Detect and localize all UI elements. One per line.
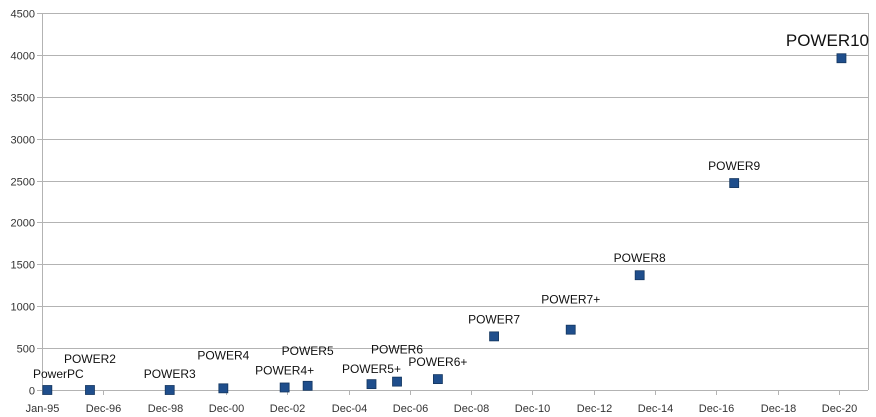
data-marker <box>85 385 95 395</box>
data-label: POWER5+ <box>342 362 401 376</box>
axes <box>37 13 869 395</box>
y-tick-label: 1500 <box>11 260 35 272</box>
x-tick-label: Dec-06 <box>393 403 428 415</box>
data-label: POWER6+ <box>408 355 467 369</box>
data-marker <box>836 53 847 64</box>
data-label: POWER4 <box>197 348 249 362</box>
data-label: POWER7 <box>468 312 520 326</box>
data-marker <box>565 324 576 335</box>
data-marker <box>164 385 175 395</box>
x-tick-label: Jan-95 <box>26 403 60 415</box>
x-tick-label: Dec-10 <box>515 403 550 415</box>
y-tick-labels: 0 500 1000 1500 2000 2500 3000 3500 4000 4500 <box>11 9 35 398</box>
data-marker <box>279 382 290 393</box>
x-tick-label: Dec-20 <box>822 403 857 415</box>
data-label: POWER8 <box>614 251 666 265</box>
data-marker <box>392 376 402 387</box>
data-label: POWER6 <box>371 343 423 357</box>
x-tick-label: Dec-08 <box>454 403 489 415</box>
y-tick-label: 4000 <box>11 51 35 63</box>
data-label: POWER7+ <box>541 293 600 307</box>
data-marker <box>366 379 377 390</box>
x-tick-labels: Jan-95 Dec-96 Dec-98 Dec-00 Dec-02 Dec-04 Dec-… <box>26 403 858 415</box>
data-label: PowerPC <box>33 367 84 381</box>
x-tick-label: Dec-96 <box>86 403 121 415</box>
data-label: POWER10 <box>786 31 869 50</box>
x-tick-label: Dec-04 <box>332 403 367 415</box>
data-marker <box>432 374 443 385</box>
grid-lines <box>42 13 868 391</box>
y-tick-label: 3000 <box>11 135 35 147</box>
data-marker <box>42 385 53 395</box>
y-tick-label: 0 <box>29 386 35 398</box>
x-tick-label: Dec-98 <box>148 403 183 415</box>
data-label: POWER4+ <box>255 363 314 377</box>
x-tick-label: Dec-14 <box>638 403 673 415</box>
x-tick-label: Dec-18 <box>761 403 796 415</box>
y-tick-label: 1000 <box>11 302 35 314</box>
data-label: POWER9 <box>708 159 760 173</box>
x-tick-label: Dec-16 <box>699 403 734 415</box>
y-tick-label: 4500 <box>11 9 35 21</box>
x-tick-label: Dec-02 <box>270 403 305 415</box>
x-tick-label: Dec-12 <box>577 403 612 415</box>
data-marker <box>634 270 645 281</box>
data-marker <box>489 331 499 342</box>
y-tick-label: 500 <box>17 344 35 356</box>
data-label: POWER2 <box>64 352 116 366</box>
x-tick-label: Dec-00 <box>209 403 244 415</box>
data-label: POWER5 <box>282 344 334 358</box>
data-markers <box>42 53 847 395</box>
data-label: POWER3 <box>144 367 196 381</box>
data-marker <box>302 380 313 391</box>
data-marker <box>729 178 740 188</box>
data-marker <box>218 383 229 394</box>
y-tick-label: 2000 <box>11 218 35 230</box>
y-tick-label: 2500 <box>11 177 35 189</box>
y-tick-label: 3500 <box>11 93 35 105</box>
